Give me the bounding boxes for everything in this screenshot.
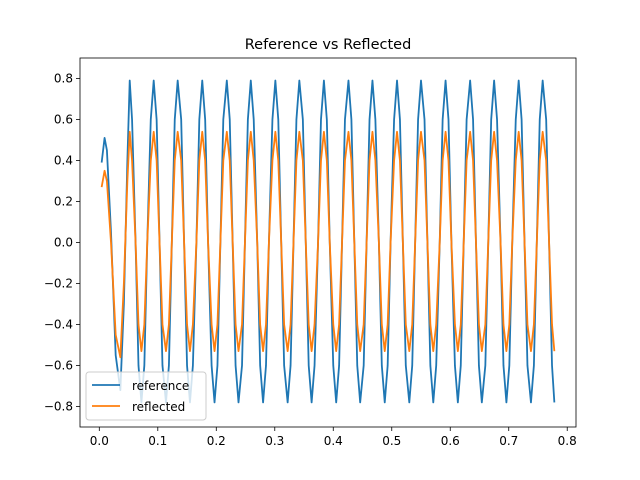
y-tick-label: 0.6 [54, 113, 73, 127]
x-tick-label: 0.5 [382, 434, 401, 448]
legend: reference reflected [85, 371, 207, 421]
y-tick-label: 0.4 [54, 154, 73, 168]
legend-box [85, 371, 207, 421]
series-line-reflected [100, 130, 556, 359]
y-tick-label: −0.2 [44, 277, 73, 291]
y-tick-label: 0.8 [54, 72, 73, 86]
x-axis: 0.0 0.1 0.2 0.3 0.4 0.5 0.6 0.7 0.8 [90, 427, 577, 448]
legend-label-reflected: reflected [132, 400, 185, 414]
y-tick-label: −0.4 [44, 318, 73, 332]
x-tick-label: 0.8 [558, 434, 577, 448]
x-tick-label: 0.7 [499, 434, 518, 448]
y-axis: 0.8 0.6 0.4 0.2 0.0 −0.2 −0.4 −0.6 −0.8 [44, 72, 80, 414]
x-tick-label: 0.6 [441, 434, 460, 448]
y-tick-label: 0.0 [54, 236, 73, 250]
x-tick-label: 0.0 [90, 434, 109, 448]
y-tick-label: 0.2 [54, 195, 73, 209]
legend-label-reference: reference [132, 379, 189, 393]
x-tick-label: 0.4 [324, 434, 343, 448]
x-tick-label: 0.3 [265, 434, 284, 448]
chart-title: Reference vs Reflected [245, 37, 412, 53]
x-tick-label: 0.1 [148, 434, 167, 448]
y-tick-label: −0.6 [44, 359, 73, 373]
series-layer [100, 79, 556, 404]
x-tick-label: 0.2 [207, 434, 226, 448]
y-tick-label: −0.8 [44, 400, 73, 414]
